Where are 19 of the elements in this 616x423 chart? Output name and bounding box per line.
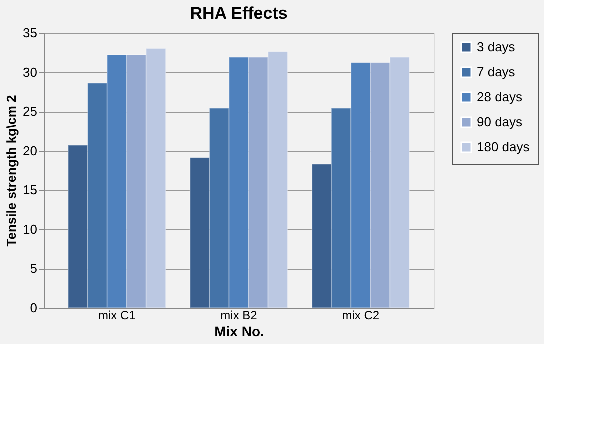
legend-label: 180 days [477, 140, 530, 154]
chart-title: RHA Effects [190, 4, 288, 23]
y-tick-label: 25 [23, 104, 38, 120]
legend-label: 90 days [477, 114, 524, 130]
y-tick-label: 35 [23, 26, 38, 40]
y-tick-label: 5 [30, 261, 38, 276]
y-tick-label: 10 [23, 222, 38, 237]
y-tick-label: 0 [30, 300, 38, 316]
legend-label: 3 days [477, 40, 516, 54]
x-tick-label: mix C2 [342, 308, 380, 322]
legend-label: 7 days [477, 64, 516, 80]
legend-label: 28 days [477, 90, 524, 104]
x-tick-label: mix B2 [220, 308, 258, 322]
y-axis-title: Tensile strength kg\cm 2 [4, 95, 20, 247]
y-tick-label: 30 [23, 64, 38, 80]
x-tick-label: mix C1 [98, 308, 136, 322]
y-tick-label: 20 [23, 143, 38, 158]
y-tick-label: 15 [23, 182, 38, 198]
x-axis-title: Mix No. [214, 324, 264, 340]
